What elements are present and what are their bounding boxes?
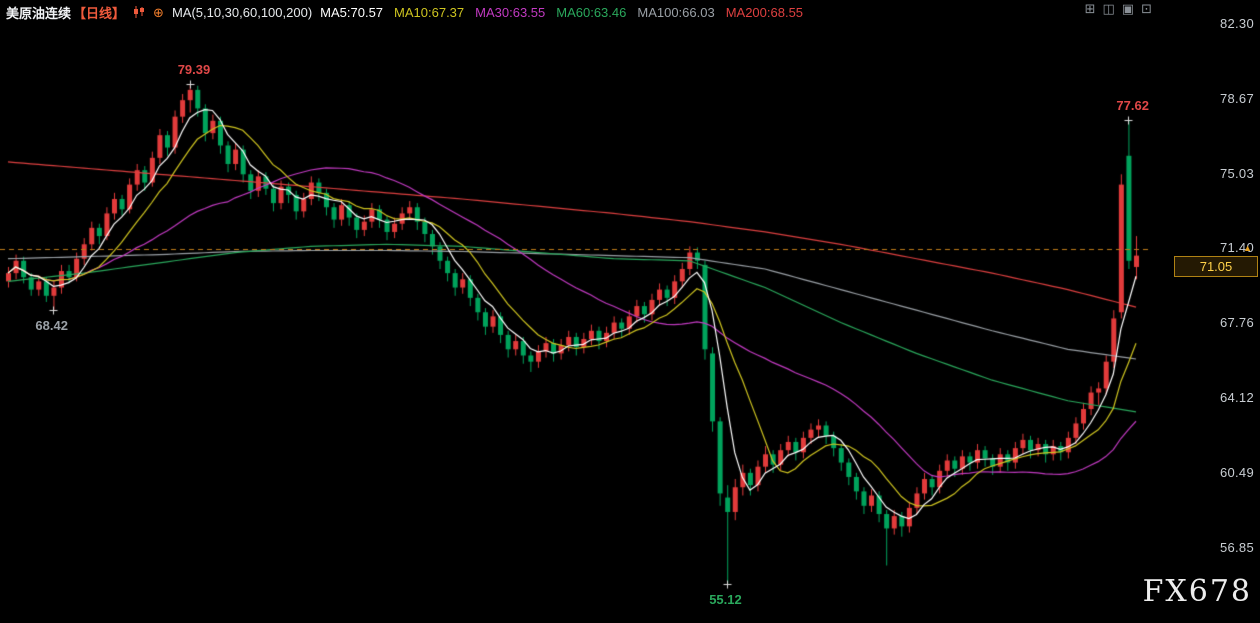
- y-axis-label: 71.40: [1219, 240, 1254, 256]
- chart-toolbar: ⊞ ◫ ▣ ⊡: [1085, 2, 1152, 16]
- y-axis-label: 78.67: [1219, 90, 1254, 106]
- price-annotation: 77.62: [1116, 98, 1149, 114]
- price-up-arrow-icon: ▲: [1243, 243, 1252, 253]
- ma-legend-title: MA(5,10,30,60,100,200): [171, 4, 313, 20]
- price-annotation: 68.42: [35, 317, 68, 333]
- current-price-value: 71.05: [1199, 259, 1233, 274]
- ma-legend: MA5:70.57 MA10:67.37 MA30:63.55 MA60:63.46 M…: [320, 5, 814, 20]
- chart-compare-icon[interactable]: ◫: [1102, 1, 1115, 16]
- ma-legend-item: MA60:63.46: [556, 4, 627, 20]
- ma-legend-item: MA5:70.57: [320, 4, 384, 20]
- y-axis-label: 64.12: [1219, 390, 1254, 406]
- kline-chart-icon[interactable]: [133, 6, 145, 18]
- price-annotation: 79.39: [177, 61, 211, 77]
- chart-panel-icon[interactable]: ▣: [1121, 1, 1135, 16]
- symbol-name[interactable]: 美原油连续: [6, 5, 72, 21]
- price-annotation: 55.12: [709, 591, 742, 607]
- grid-layout-icon[interactable]: ⊞: [1084, 1, 1096, 16]
- current-price-tag: 71.05: [1174, 256, 1258, 277]
- y-axis-label: 75.03: [1219, 165, 1254, 181]
- ma-legend-item: MA200:68.55: [725, 4, 804, 20]
- watermark: FX678: [1142, 574, 1252, 609]
- ma-legend-item: MA10:67.37: [394, 4, 465, 20]
- y-axis-label: 56.85: [1219, 540, 1254, 555]
- y-axis-label: 82.30: [1219, 16, 1254, 31]
- y-axis-label: 67.76: [1219, 315, 1254, 331]
- period-selector[interactable]: 【日线】: [73, 5, 126, 21]
- ma-legend-item: MA100:66.03: [637, 4, 715, 20]
- fullscreen-icon[interactable]: ⊡: [1141, 1, 1152, 16]
- ma-legend-item: MA30:63.55: [475, 4, 546, 20]
- y-axis-label: 60.49: [1219, 465, 1254, 481]
- chart-header: 美原油连续 【日线】 ⊕ MA(5,10,30,60,100,200) MA5:…: [6, 3, 814, 21]
- circle-plus-icon[interactable]: ⊕: [153, 4, 164, 20]
